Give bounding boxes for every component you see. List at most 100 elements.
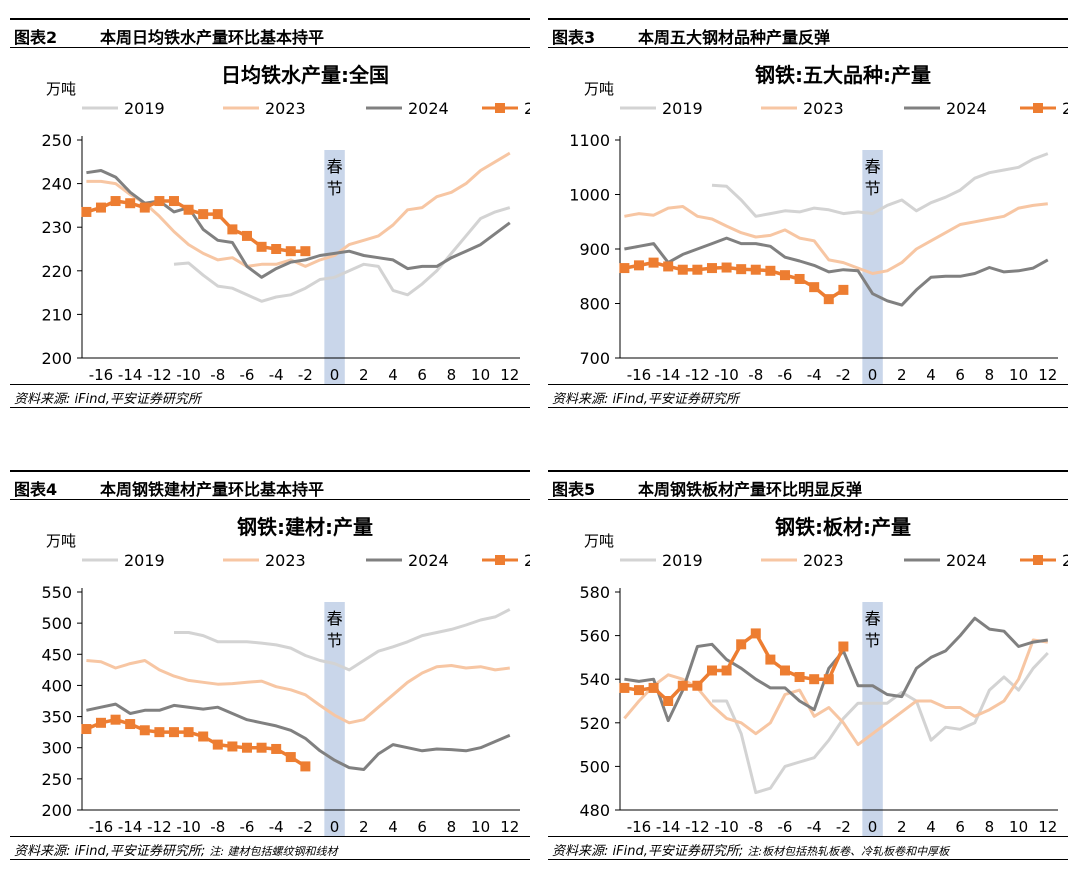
spring-festival-band — [862, 150, 883, 384]
band-label-char: 春 — [865, 157, 881, 176]
legend-marker-2025 — [495, 103, 505, 113]
data-point-2025 — [110, 196, 121, 207]
legend-marker-2025 — [1033, 555, 1043, 565]
series-line-2019 — [174, 608, 511, 672]
y-tick-label: 350 — [41, 708, 72, 727]
legend-label-2023: 2023 — [803, 551, 844, 570]
x-tick-label: 0 — [330, 366, 340, 384]
spring-festival-band — [862, 602, 883, 836]
spring-festival-band — [324, 150, 345, 384]
band-label-char: 春 — [327, 609, 343, 628]
panel-footer: 资料来源: iFind,平安证券研究所 — [10, 384, 530, 408]
data-point-2025 — [198, 731, 209, 742]
x-tick-label: 4 — [388, 366, 398, 384]
data-point-2025 — [663, 696, 674, 706]
y-tick-label: 250 — [41, 131, 72, 150]
data-point-2025 — [154, 196, 165, 207]
x-tick-label: -4 — [807, 366, 822, 384]
x-tick-label: 6 — [955, 366, 965, 384]
x-tick-label: 0 — [330, 818, 340, 836]
x-tick-label: -16 — [89, 818, 114, 836]
line-chart: 钢铁:板材:产量万吨2019202320242025春节480500520540… — [579, 515, 1068, 836]
x-tick-label: 2 — [897, 366, 907, 384]
legend-label-2024: 2024 — [408, 99, 449, 118]
legend-label-2019: 2019 — [124, 99, 165, 118]
data-point-2025 — [95, 202, 106, 213]
data-point-2025 — [648, 682, 659, 693]
x-tick-label: 4 — [388, 818, 398, 836]
data-point-2025 — [721, 262, 732, 273]
legend-label-2024: 2024 — [946, 551, 987, 570]
data-point-2025 — [779, 270, 790, 281]
x-tick-label: -14 — [118, 366, 143, 384]
band-label-char: 春 — [865, 609, 881, 628]
y-tick-label: 300 — [41, 739, 72, 758]
source-text: 资料来源: iFind,平安证券研究所; 注: 建材包括螺纹钢和线材 — [14, 844, 338, 859]
x-tick-label: 6 — [417, 818, 427, 836]
y-tick-label: 480 — [579, 801, 610, 820]
y-tick-label: 200 — [41, 801, 72, 820]
data-point-2025 — [300, 761, 311, 772]
x-tick-label: 10 — [1009, 366, 1028, 384]
data-point-2025 — [227, 741, 238, 752]
data-point-2025 — [212, 739, 223, 750]
legend-label-2024: 2024 — [408, 551, 449, 570]
source-text: 资料来源: iFind,平安证券研究所; 注:板材包括热轧板卷、冷轧板卷和中厚板 — [552, 844, 950, 859]
series-line-2025 — [85, 199, 306, 253]
band-label-char: 节 — [865, 631, 881, 650]
x-tick-label: -14 — [118, 818, 143, 836]
legend-label-2023: 2023 — [803, 99, 844, 118]
x-tick-label: -2 — [298, 366, 313, 384]
chart-panel-1: 图表2 本周日均铁水产量环比基本持平 日均铁水产量:全国 万吨 2019 2023 20… — [10, 18, 530, 408]
legend-marker-2025 — [1033, 103, 1043, 113]
chart-title: 钢铁:建材:产量 — [237, 515, 373, 539]
x-tick-label: -8 — [210, 366, 225, 384]
data-point-2025 — [648, 257, 659, 268]
unit-label: 万吨 — [584, 80, 614, 98]
x-tick-label: 10 — [1009, 818, 1028, 836]
x-tick-label: 10 — [471, 818, 490, 836]
x-tick-label: -10 — [176, 366, 201, 384]
x-tick-label: 2 — [359, 818, 369, 836]
data-point-2025 — [692, 680, 703, 691]
y-tick-label: 540 — [579, 670, 610, 689]
legend-label-2019: 2019 — [662, 551, 703, 570]
x-tick-label: 10 — [471, 366, 490, 384]
y-tick-label: 1000 — [569, 186, 610, 205]
data-point-2025 — [271, 743, 282, 754]
data-point-2025 — [300, 246, 311, 257]
figure-title: 本周日均铁水产量环比基本持平 — [100, 28, 325, 47]
data-point-2025 — [838, 284, 849, 295]
x-tick-label: 6 — [955, 818, 965, 836]
series-line-2025 — [624, 631, 845, 703]
x-tick-label: -16 — [89, 366, 114, 384]
x-tick-label: -2 — [836, 366, 851, 384]
x-tick-label: -2 — [298, 818, 313, 836]
data-point-2025 — [271, 244, 282, 254]
data-point-2025 — [677, 264, 688, 275]
data-point-2025 — [706, 263, 717, 274]
panel-footer: 资料来源: iFind,平安证券研究所 — [548, 384, 1068, 408]
legend-label-2023: 2023 — [265, 99, 306, 118]
x-tick-label: 0 — [868, 366, 878, 384]
note-text: 注:板材包括热轧板卷、冷轧板卷和中厚板 — [747, 845, 950, 858]
data-point-2025 — [736, 639, 747, 650]
data-point-2025 — [198, 209, 209, 220]
y-tick-label: 450 — [41, 645, 72, 664]
x-tick-label: -4 — [269, 366, 284, 384]
figure-label: 图表2 — [14, 28, 58, 47]
x-tick-label: -10 — [176, 818, 201, 836]
data-point-2025 — [110, 714, 121, 725]
data-point-2025 — [750, 628, 761, 639]
y-tick-label: 240 — [41, 175, 72, 194]
data-point-2025 — [765, 654, 776, 665]
x-tick-label: -6 — [239, 366, 254, 384]
x-tick-label: -2 — [836, 818, 851, 836]
x-tick-label: -4 — [269, 818, 284, 836]
data-point-2025 — [227, 224, 238, 235]
y-tick-label: 500 — [41, 614, 72, 633]
data-point-2025 — [736, 264, 747, 275]
data-point-2025 — [838, 641, 849, 652]
source-text: 资料来源: iFind,平安证券研究所 — [14, 392, 201, 407]
band-label-char: 节 — [327, 631, 343, 650]
